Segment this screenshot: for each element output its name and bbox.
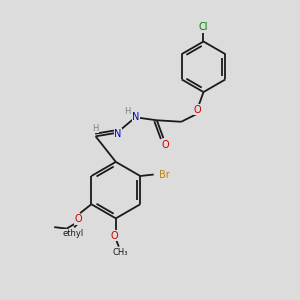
Text: CH₃: CH₃ [112,248,128,257]
Text: Cl: Cl [199,22,208,32]
Text: O: O [74,214,82,224]
Text: O: O [110,231,118,241]
Text: ethyl: ethyl [62,230,83,238]
Text: N: N [114,129,122,139]
Text: N: N [132,112,140,122]
Text: O: O [161,140,169,150]
Text: H: H [92,124,98,133]
Text: Br: Br [159,169,170,179]
Text: H: H [124,107,130,116]
Text: O: O [194,105,201,115]
